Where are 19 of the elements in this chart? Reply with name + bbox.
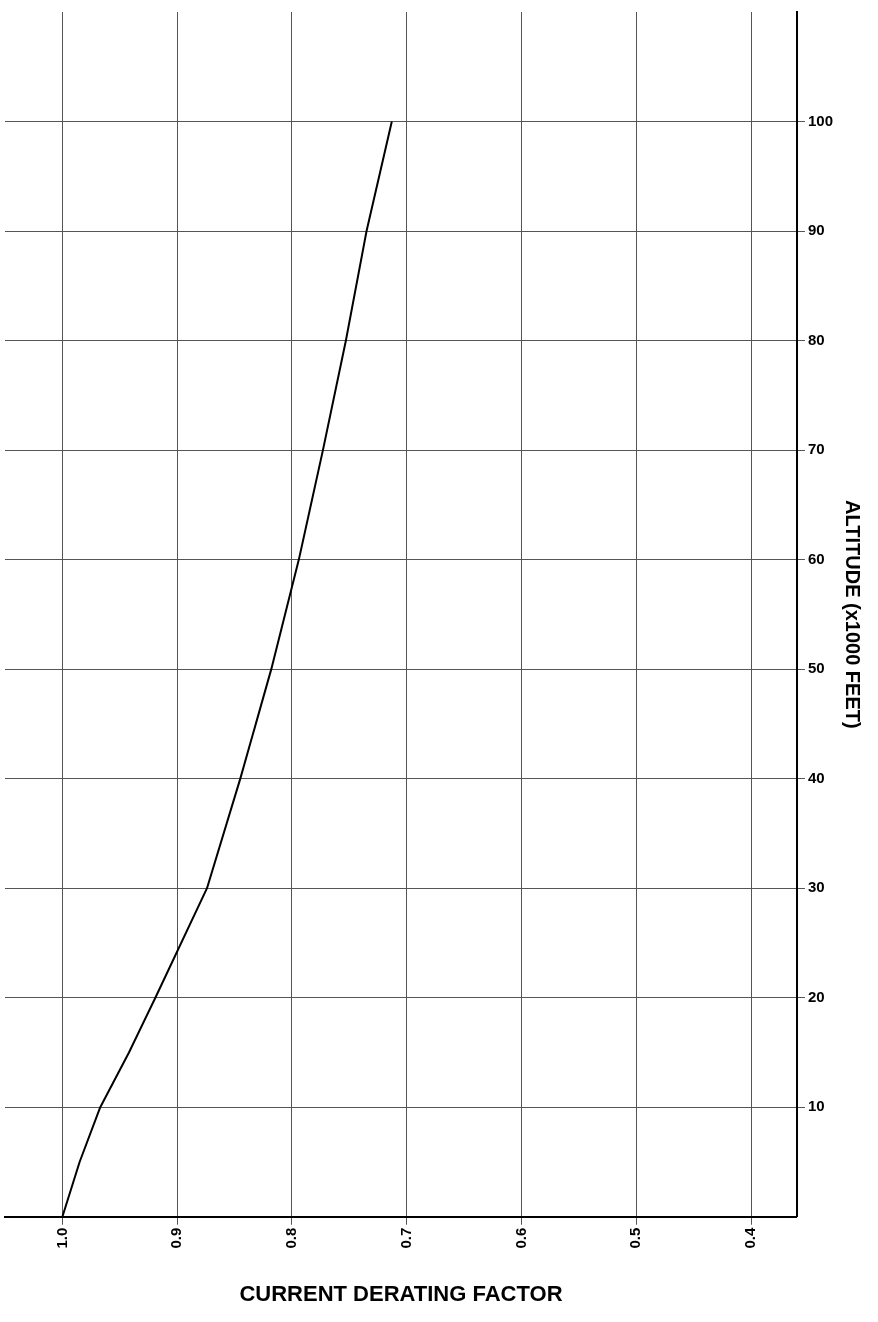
y-tick-label: 20 <box>807 987 825 1005</box>
y-axis-title: ALTITUDE (x1000 FEET) <box>842 500 865 729</box>
y-tick-label: 80 <box>807 330 825 348</box>
y-tick-label: 60 <box>807 549 825 567</box>
x-tick-label: 0.6 <box>511 1227 529 1249</box>
x-tick-label: 0.8 <box>282 1227 300 1249</box>
x-tick-label: 1.0 <box>52 1227 70 1249</box>
x-axis-title: CURRENT DERATING FACTOR <box>239 1280 563 1306</box>
y-tick-label: 90 <box>807 221 825 239</box>
y-tick-label: 10 <box>807 1097 825 1115</box>
y-tick-label: 30 <box>807 878 825 896</box>
x-tick-label: 0.9 <box>167 1227 185 1249</box>
y-tick-label: 100 <box>807 111 833 129</box>
y-tick-label: 70 <box>807 440 825 458</box>
x-tick-label: 0.5 <box>626 1227 644 1249</box>
y-tick-label: 50 <box>807 659 825 677</box>
x-tick-label: 0.4 <box>741 1227 759 1249</box>
x-tick-label: 0.7 <box>396 1227 414 1249</box>
y-tick-label: 40 <box>807 768 825 786</box>
